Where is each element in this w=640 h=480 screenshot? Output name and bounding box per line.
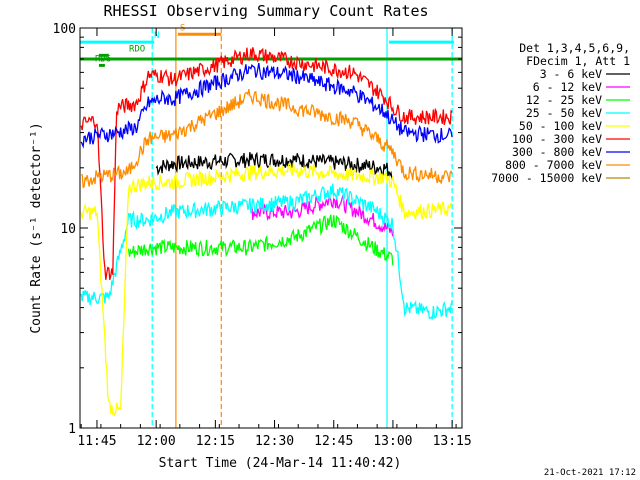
series-line: [80, 47, 453, 280]
flag-label: N: [154, 31, 159, 41]
series-line: [81, 88, 453, 189]
legend-entry-label: 50 - 100 keV: [519, 119, 602, 133]
x-axis-label: Start Time (24-Mar-14 11:40:42): [159, 456, 402, 471]
x-tick-label: 11:45: [77, 434, 116, 449]
plot-area: NRDORD6S: [80, 23, 462, 428]
y-tick-label: 100: [53, 22, 76, 37]
series-line: [155, 151, 394, 181]
series-line: [80, 161, 453, 417]
legend-entry-label: 12 - 25 keV: [526, 93, 602, 107]
x-tick-label: 12:30: [255, 434, 294, 449]
legend-entry-label: 800 - 7000 keV: [505, 158, 602, 172]
plot-frame: [79, 27, 463, 429]
legend-entry-label: 300 - 800 keV: [512, 145, 602, 159]
legend-entry-label: 3 - 6 keV: [540, 67, 602, 81]
legend-header: FDecim 1, Att 1: [526, 54, 630, 68]
x-tick-label: 12:00: [137, 434, 176, 449]
x-tick-label: 12:15: [196, 434, 235, 449]
y-tick-label: 1: [68, 422, 76, 437]
y-tick-label: 10: [60, 222, 76, 237]
flag-label: RDO: [129, 44, 145, 54]
legend-header: Det 1,3,4,5,6,9,: [519, 41, 630, 55]
legend: Det 1,3,4,5,6,9,FDecim 1, Att 13 - 6 keV…: [491, 41, 630, 185]
axes: 11:45 12:00 12:15 12:30 12:45 13:00 13:15 1 10 10…: [53, 22, 472, 449]
legend-entry-label: 25 - 50 keV: [526, 106, 602, 120]
series-line: [80, 62, 453, 149]
legend-entry-label: 6 - 12 keV: [533, 80, 602, 94]
series-line: [80, 183, 453, 320]
chart-title: RHESSI Observing Summary Count Rates: [103, 2, 428, 20]
series-line: [250, 194, 394, 237]
legend-entry-label: 100 - 300 keV: [512, 132, 602, 146]
y-axis-label: Count Rate (s⁻¹ detector⁻¹): [29, 122, 44, 333]
x-tick-label: 13:00: [373, 434, 412, 449]
x-tick-label: 12:45: [314, 434, 353, 449]
legend-entry-label: 7000 - 15000 keV: [491, 171, 602, 185]
footer-date: 21-Oct-2021 17:12: [544, 468, 636, 478]
series-line: [127, 214, 394, 266]
x-tick-label: 13:15: [433, 434, 472, 449]
